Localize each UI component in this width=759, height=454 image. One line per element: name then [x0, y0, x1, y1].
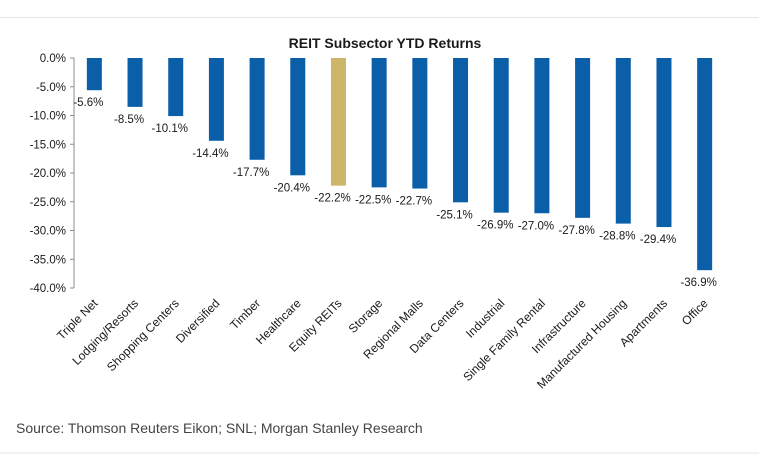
x-tick-label: Diversified — [173, 296, 223, 346]
y-tick-label: -20.0% — [30, 168, 66, 180]
data-label: -28.8% — [599, 231, 635, 243]
data-label: -22.5% — [355, 194, 391, 206]
top-divider — [0, 17, 759, 18]
bar — [371, 58, 387, 188]
y-tick-label: -10.0% — [30, 111, 66, 123]
x-tick-label: Timber — [227, 296, 263, 332]
bottom-divider — [0, 452, 759, 454]
y-tick-label: -5.0% — [36, 82, 66, 94]
x-tick-label: Storage — [346, 296, 386, 336]
y-tick-label: -40.0% — [30, 283, 66, 295]
reit-subsector-bar-chart: REIT Subsector YTD Returns 0.0% -5.0% -10.… — [30, 35, 717, 392]
data-label: -36.9% — [680, 277, 716, 289]
bar — [249, 58, 265, 160]
data-label: -29.4% — [640, 234, 676, 246]
bar — [208, 58, 224, 141]
data-label: -8.5% — [114, 114, 144, 126]
chart-title: REIT Subsector YTD Returns — [289, 35, 482, 51]
bar — [290, 58, 306, 176]
bar — [575, 58, 591, 218]
bar — [453, 58, 469, 203]
bar — [615, 58, 631, 224]
bar — [534, 58, 550, 214]
data-label: -22.7% — [396, 196, 432, 208]
bar — [330, 58, 346, 186]
y-axis: 0.0% -5.0% -10.0% -15.0% -20.0% -25.0% -30.0% -… — [30, 53, 75, 295]
y-tick-label: -15.0% — [30, 139, 66, 151]
data-label: -5.6% — [73, 97, 103, 109]
bar — [493, 58, 509, 213]
data-label: -27.0% — [518, 220, 554, 232]
data-label: -27.8% — [558, 225, 594, 237]
y-tick-label: -30.0% — [30, 226, 66, 238]
x-tick-label: Shopping Centers — [104, 296, 182, 374]
bar — [656, 58, 672, 228]
y-tick-label: -35.0% — [30, 254, 66, 266]
bar — [86, 58, 102, 91]
bar — [697, 58, 713, 271]
y-tick-label: -25.0% — [30, 197, 66, 209]
y-tick-label: 0.0% — [40, 53, 66, 65]
value-labels-group: -5.6% -8.5% -10.1% -14.4% -17.7% -20.4% -22.2%… — [73, 97, 717, 289]
data-label: -17.7% — [233, 167, 269, 179]
data-label: -22.2% — [314, 193, 350, 205]
source-note: Source: Thomson Reuters Eikon; SNL; Morg… — [16, 420, 423, 436]
bar — [168, 58, 184, 117]
data-label: -26.9% — [477, 220, 513, 232]
data-label: -10.1% — [152, 123, 188, 135]
x-tick-label: Office — [679, 296, 711, 328]
data-label: -25.1% — [436, 209, 472, 221]
data-label: -14.4% — [192, 148, 228, 160]
bar — [127, 58, 143, 107]
bar — [412, 58, 428, 189]
bars-group — [86, 58, 713, 271]
data-label: -20.4% — [274, 182, 310, 194]
